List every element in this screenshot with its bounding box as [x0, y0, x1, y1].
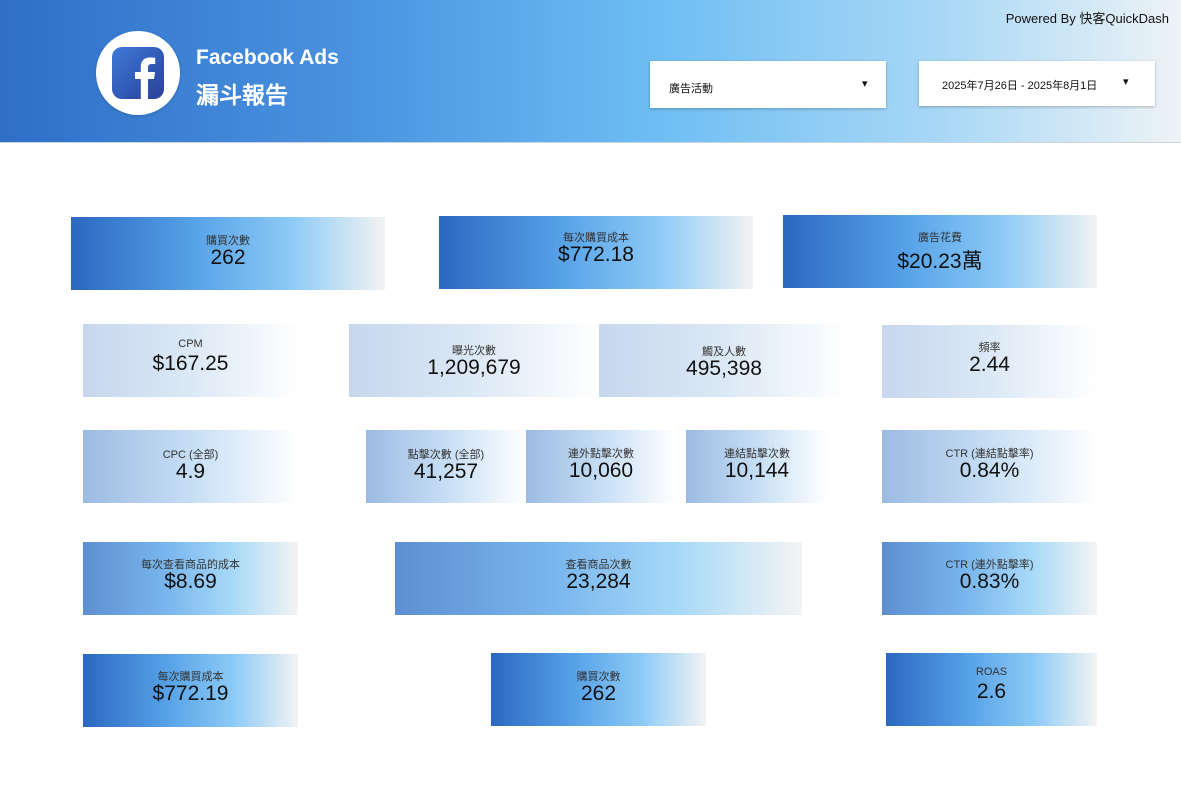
- metric-card-cost-per-view-content: 每次查看商品的成本 $8.69: [83, 542, 298, 615]
- metric-card-ad-spend: 廣告花費 $20.23萬: [783, 215, 1097, 288]
- metric-value: 1,209,679: [427, 356, 521, 379]
- metric-value: 23,284: [566, 570, 631, 593]
- caret-down-icon: ▾: [862, 78, 868, 90]
- facebook-logo: [96, 31, 180, 115]
- metric-label: 連外點擊次數: [568, 448, 634, 460]
- metric-label: 頻率: [978, 342, 1001, 354]
- metric-card-cost-per-purchase: 每次購買成本 $772.18: [439, 216, 753, 289]
- metric-label: 每次購買成本: [157, 671, 224, 683]
- metric-value: 2.6: [976, 680, 1007, 703]
- metric-value: $20.23萬: [897, 250, 983, 273]
- metric-card-purchases-bottom: 購買次數 262: [491, 653, 706, 726]
- metric-card-link-clicks: 連結點擊次數 10,144: [686, 430, 828, 503]
- metric-card-frequency: 頻率 2.44: [882, 325, 1097, 398]
- metric-label: 連結點擊次數: [724, 448, 790, 460]
- metric-card-clicks-all: 點擊次數 (全部) 41,257: [366, 430, 526, 503]
- metric-value: $772.19: [152, 682, 229, 705]
- metric-card-outbound-clicks: 連外點擊次數 10,060: [526, 430, 676, 503]
- campaign-filter-label: 廣告活動: [669, 83, 713, 95]
- metric-label: 每次購買成本: [563, 232, 629, 244]
- metric-label: 觸及人數: [702, 346, 746, 358]
- date-range-label: 2025年7月26日 - 2025年8月1日: [942, 80, 1098, 92]
- caret-down-icon: ▾: [1123, 76, 1129, 88]
- metric-value: 0.84%: [959, 459, 1020, 482]
- metric-value: $167.25: [152, 352, 229, 375]
- metric-value: 2.44: [969, 353, 1010, 376]
- metric-label: CPC (全部): [162, 449, 219, 461]
- report-title-en: Facebook Ads: [196, 46, 339, 69]
- metric-card-cost-per-purchase-bottom: 每次購買成本 $772.19: [83, 654, 298, 727]
- metric-value: $8.69: [164, 570, 217, 593]
- metric-card-cpc-all: CPC (全部) 4.9: [83, 430, 298, 503]
- metric-value: 0.83%: [959, 570, 1020, 593]
- metric-card-roas: ROAS 2.6: [886, 653, 1097, 726]
- metric-card-cpm: CPM $167.25: [83, 324, 298, 397]
- metric-card-impressions: 曝光次數 1,209,679: [349, 324, 599, 397]
- metric-value: 4.9: [175, 460, 206, 483]
- metric-value: $772.18: [558, 243, 634, 266]
- metric-card-ctr-link: CTR (連結點擊率) 0.84%: [882, 430, 1097, 503]
- metric-card-purchases: 購買次數 262: [71, 217, 385, 290]
- facebook-logo-icon: [112, 47, 164, 99]
- metric-card-view-content: 查看商品次數 23,284: [395, 542, 802, 615]
- report-title-zh: 漏斗報告: [196, 82, 288, 108]
- metric-label: 購買次數: [576, 671, 621, 683]
- metric-value: 10,060: [568, 459, 634, 482]
- metric-label: CPM: [178, 338, 203, 350]
- metric-label: 曝光次數: [452, 345, 496, 357]
- metric-value: 41,257: [413, 460, 479, 483]
- campaign-filter-dropdown[interactable]: 廣告活動 ▾: [650, 61, 886, 108]
- metric-card-reach: 觸及人數 495,398: [599, 324, 849, 397]
- powered-by-text: Powered By 快客QuickDash: [1005, 11, 1169, 26]
- metric-label: 購買次數: [206, 235, 250, 247]
- metric-value: 10,144: [724, 459, 790, 482]
- metric-value: 262: [210, 246, 246, 269]
- metric-card-ctr-outbound: CTR (連外點擊率) 0.83%: [882, 542, 1097, 615]
- metric-label: 廣告花費: [918, 232, 962, 244]
- metric-label: 查看商品次數: [565, 559, 632, 571]
- report-header: Powered By 快客QuickDash Facebook Ads 漏斗報告…: [0, 0, 1181, 143]
- metric-label: 每次查看商品的成本: [141, 559, 240, 571]
- metric-label: CTR (連外點擊率): [945, 559, 1034, 571]
- metric-value: 262: [580, 682, 617, 705]
- metric-label: ROAS: [975, 666, 1008, 678]
- date-range-dropdown[interactable]: 2025年7月26日 - 2025年8月1日 ▾: [919, 61, 1155, 106]
- metric-value: 495,398: [686, 357, 762, 380]
- metric-label: 點擊次數 (全部): [407, 449, 485, 461]
- metric-label: CTR (連結點擊率): [945, 448, 1034, 460]
